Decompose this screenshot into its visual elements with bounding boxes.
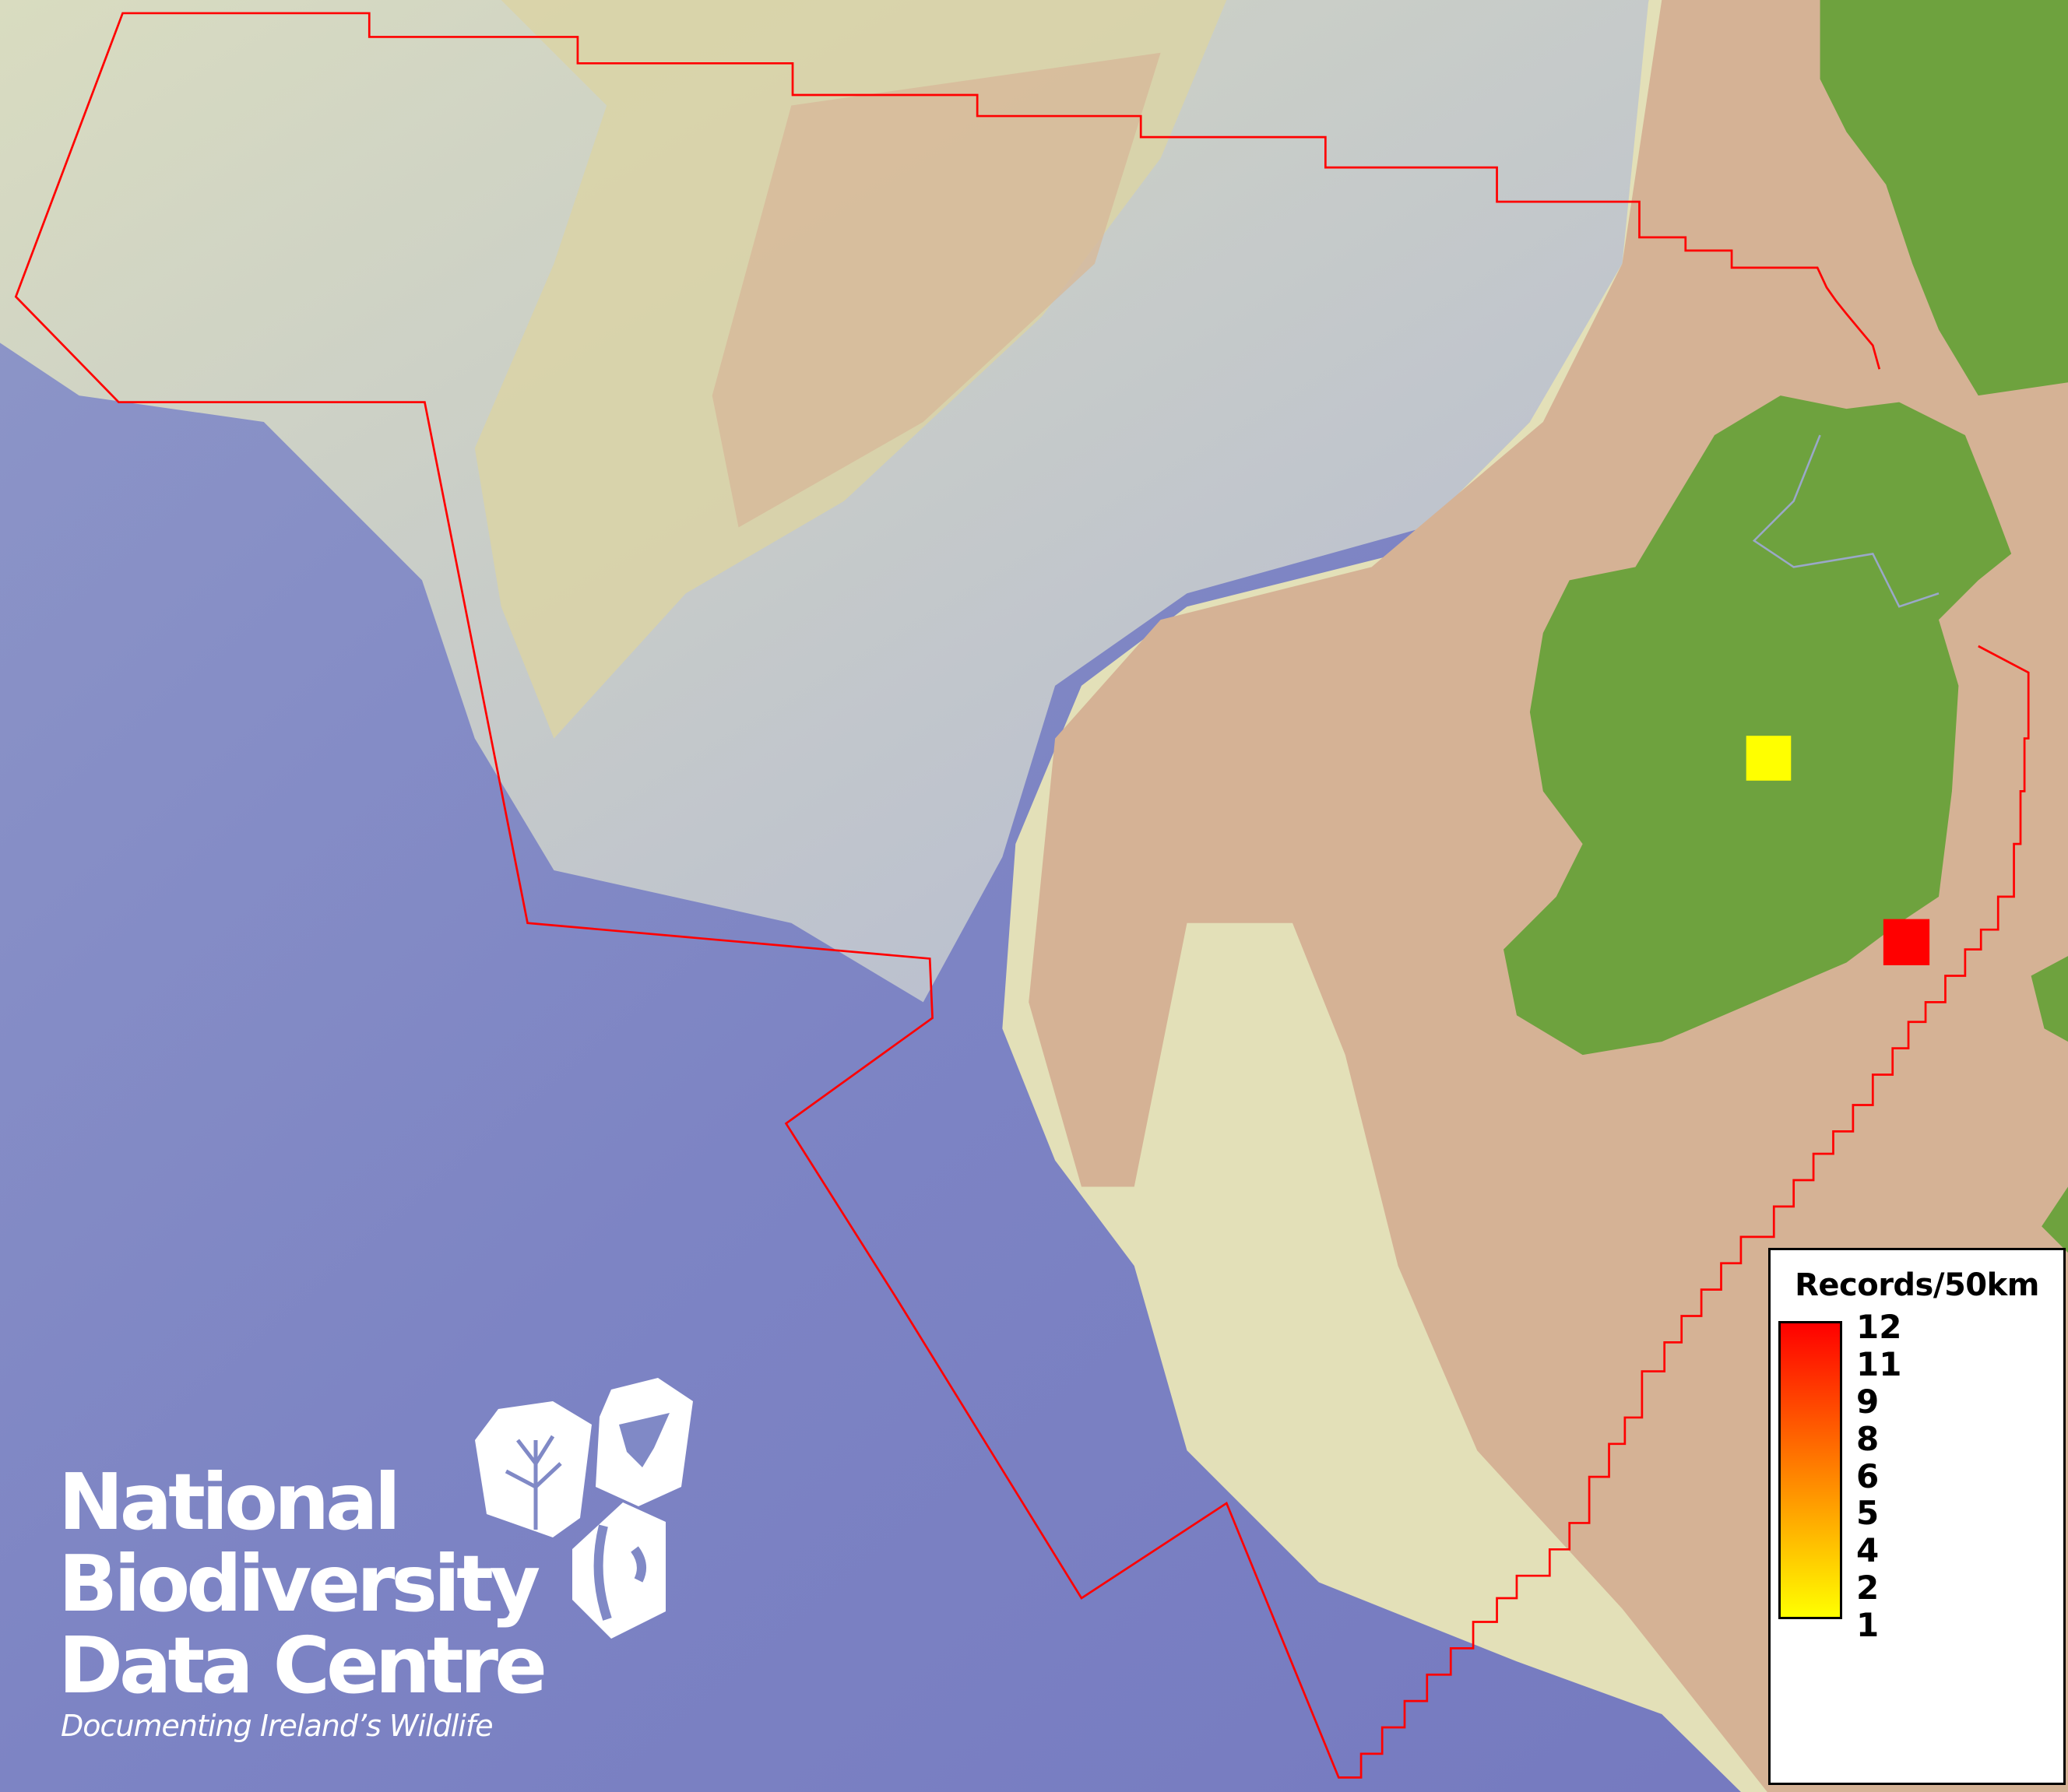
legend: Records/50km 12 11 9 8 6 5 4 2 1 — [1768, 1248, 2066, 1785]
legend-tick-label: 12 — [1856, 1308, 1902, 1346]
legend-tick-label: 9 — [1856, 1382, 1880, 1421]
record-cell-inland-west[interactable] — [1746, 736, 1792, 781]
logo-tagline: Documenting Ireland’s Wildlife — [61, 1709, 494, 1743]
legend-title: Records/50km — [1795, 1267, 2039, 1303]
legend-tick-label: 5 — [1856, 1494, 1880, 1533]
wales-land — [2031, 956, 2068, 1253]
border-line — [1752, 434, 1940, 608]
scotland-land — [1820, 0, 2068, 396]
bank-top — [712, 52, 1161, 528]
legend-tick-label: 2 — [1856, 1569, 1880, 1608]
legend-tick-label: 4 — [1856, 1531, 1880, 1570]
ireland-land — [1504, 395, 2012, 1056]
logo-hexagons — [475, 1378, 693, 1639]
seahorse-icon — [572, 1502, 666, 1639]
color-ramp — [1778, 1321, 1842, 1619]
nbdc-logo: National Biodiversity Data Centre Docume… — [55, 1370, 724, 1775]
eez-boundary — [14, 12, 2030, 1779]
legend-tick-label: 8 — [1856, 1419, 1880, 1458]
butterfly-icon — [596, 1378, 693, 1506]
record-cell-south-east[interactable] — [1883, 919, 1930, 965]
legend-tick-label: 1 — [1856, 1606, 1880, 1644]
legend-tick-label: 11 — [1856, 1344, 1902, 1383]
logo-line-1: National — [58, 1456, 401, 1548]
logo-line-3: Data Centre — [58, 1620, 547, 1711]
plant-icon — [475, 1401, 592, 1537]
legend-tick-label: 6 — [1856, 1456, 1880, 1495]
logo-line-2: Biodiversity — [58, 1538, 540, 1629]
